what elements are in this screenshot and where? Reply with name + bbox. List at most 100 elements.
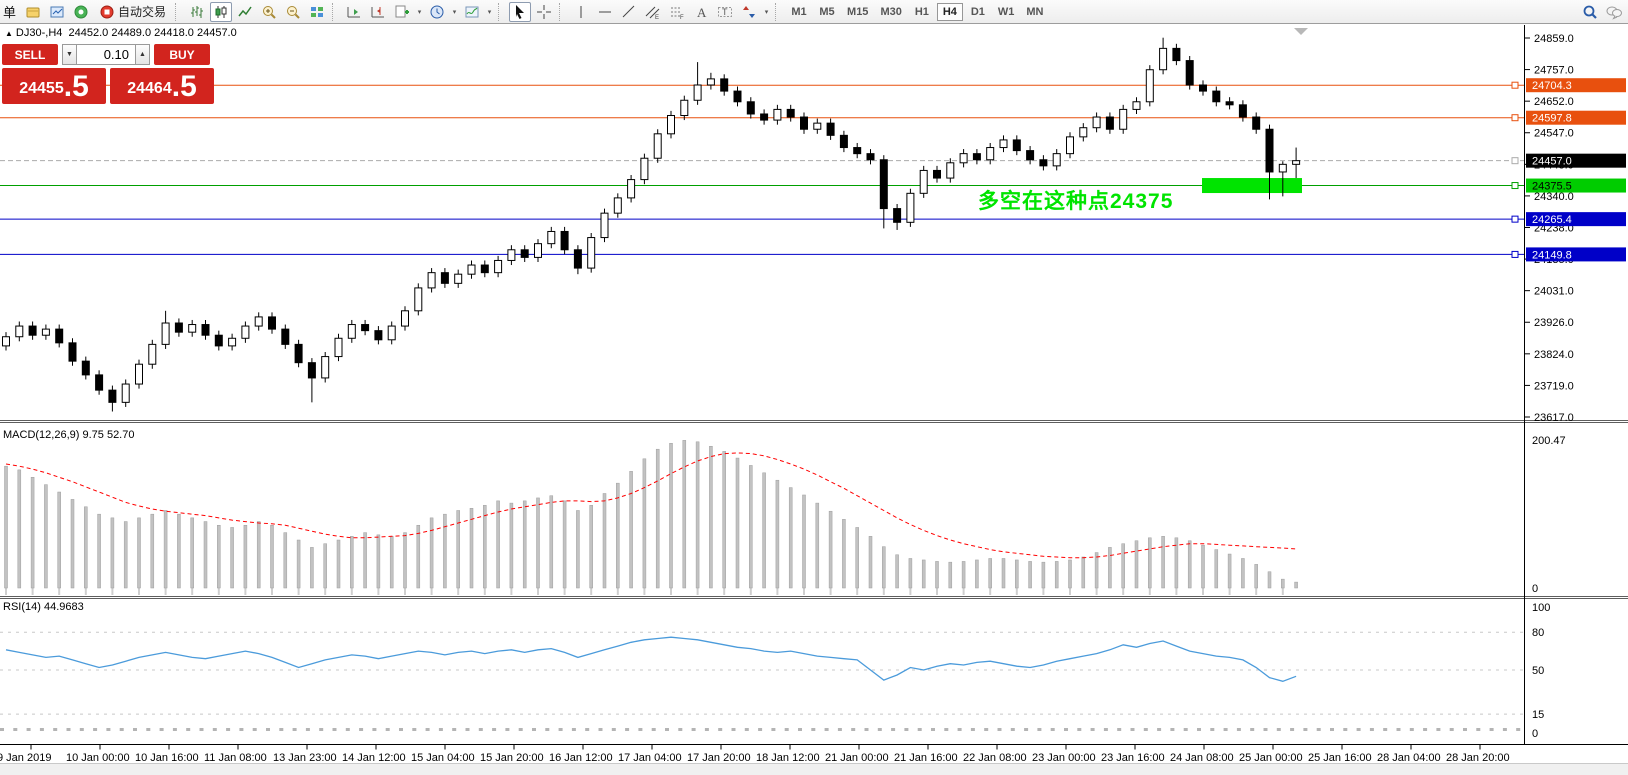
horizontal-line-tool[interactable] <box>594 2 616 22</box>
time-axis-label: 13 Jan 23:00 <box>273 752 337 763</box>
buy-button[interactable]: BUY <box>154 44 210 65</box>
candle-body <box>520 249 529 258</box>
candle-body <box>760 113 769 121</box>
rsi-indicator-label: RSI(14) 44.9683 <box>3 601 84 613</box>
macd-histogram-bar <box>975 559 979 589</box>
timeframe-M30[interactable]: M30 <box>880 5 902 18</box>
sell-button[interactable]: SELL <box>2 44 58 65</box>
search-icon[interactable] <box>1579 2 1601 22</box>
new-chart-icon[interactable] <box>46 2 68 22</box>
macd-histogram-bar <box>230 527 234 589</box>
zoom-in-button[interactable] <box>258 2 280 22</box>
timeframe-M15[interactable]: M15 <box>847 5 869 18</box>
timeframe-H4[interactable]: H4 <box>936 2 963 21</box>
new-order-button[interactable] <box>391 2 413 22</box>
trade-order-icon[interactable] <box>22 2 44 22</box>
new-order-dropdown-caret[interactable]: ▾ <box>417 8 422 16</box>
vertical-line-tool[interactable] <box>570 2 592 22</box>
timeframe-D1[interactable]: D1 <box>970 5 985 18</box>
chart-symbol-period: DJ30-,H4 <box>15 27 63 39</box>
timeframe-MN[interactable]: MN <box>1026 5 1044 18</box>
indicators-button[interactable] <box>461 2 483 22</box>
chat-icon[interactable] <box>1603 2 1625 22</box>
auto-trading-button[interactable]: 自动交易 <box>94 2 171 22</box>
candle-body <box>879 159 888 210</box>
bar-chart-button[interactable] <box>186 2 208 22</box>
macd-histogram-bar <box>536 497 540 589</box>
macd-histogram-bar <box>1214 549 1219 589</box>
price-tick-label: 23824.0 <box>1534 349 1574 361</box>
volume-decrease-button[interactable]: ▼ <box>62 44 77 65</box>
macd-histogram-bar <box>589 505 593 589</box>
price-tag-label: 24265.4 <box>1532 214 1572 226</box>
candle-body <box>800 116 808 130</box>
volume-input[interactable] <box>77 44 135 65</box>
toolbar-separator <box>498 2 505 21</box>
macd-histogram-bar <box>443 513 447 589</box>
candle-body <box>294 343 303 364</box>
text-tool[interactable]: A <box>690 2 712 22</box>
candle-body <box>999 139 1008 149</box>
macd-histogram-bar <box>722 451 726 589</box>
tile-windows-button[interactable] <box>306 2 328 22</box>
macd-histogram-bar <box>1094 552 1099 589</box>
buy-price-panel[interactable]: 24464.5 <box>110 68 214 104</box>
arrows-tool[interactable] <box>738 2 760 22</box>
cursor-button[interactable] <box>509 1 532 22</box>
equidistant-channel-tool[interactable]: E <box>642 2 664 22</box>
line-handle-marker <box>1511 157 1519 165</box>
indicators-dropdown-caret[interactable]: ▾ <box>487 8 492 16</box>
trendline-tool[interactable] <box>618 2 640 22</box>
macd-histogram-bar <box>1281 578 1285 589</box>
candle-body <box>467 264 476 275</box>
macd-histogram-bar <box>243 524 248 589</box>
macd-histogram-bar <box>1028 561 1032 589</box>
chart-shift-button[interactable] <box>367 2 389 22</box>
macd-histogram-bar <box>735 457 740 589</box>
candle-body <box>933 169 941 179</box>
macd-histogram-bar <box>363 532 367 589</box>
macd-histogram-bar <box>190 517 194 589</box>
candle-body <box>214 334 223 347</box>
time-axis-label: 22 Jan 08:00 <box>963 752 1027 763</box>
candle-body <box>786 108 795 118</box>
price-tag-label: 24597.8 <box>1532 113 1572 125</box>
line-handle-marker <box>1511 81 1519 89</box>
price-tag <box>1526 212 1626 227</box>
macd-histogram-bar <box>1187 540 1192 589</box>
timeframe-H1[interactable]: H1 <box>914 5 929 18</box>
macd-histogram-bar <box>283 532 288 589</box>
candle-body <box>188 324 197 333</box>
auto-scroll-button[interactable] <box>343 2 365 22</box>
timeframe-W1[interactable]: W1 <box>997 5 1015 18</box>
crosshair-button[interactable] <box>533 2 555 22</box>
candle-body <box>440 272 449 284</box>
timeframe-M1[interactable]: M1 <box>791 5 807 18</box>
collapse-icon[interactable]: ▲ <box>5 29 13 38</box>
ask-price: 24464 <box>127 80 172 97</box>
candle-body <box>174 322 183 333</box>
mql5-community-icon[interactable] <box>70 2 92 22</box>
text-label-tool[interactable]: T <box>714 2 736 22</box>
macd-histogram-bar <box>868 536 873 589</box>
sell-price-panel[interactable]: 24455.5 <box>2 68 106 104</box>
periods-dropdown-caret[interactable]: ▾ <box>452 8 457 16</box>
svg-text:E: E <box>655 15 659 20</box>
zoom-out-button[interactable] <box>282 2 304 22</box>
candle-body <box>1092 116 1101 129</box>
periods-button[interactable] <box>426 2 448 22</box>
time-axis-label: 24 Jan 08:00 <box>1170 752 1234 763</box>
time-axis-label: 28 Jan 20:00 <box>1446 752 1510 763</box>
timeframe-M5[interactable]: M5 <box>819 5 835 18</box>
fibonacci-tool[interactable]: F <box>666 2 688 22</box>
candle-body <box>254 316 263 327</box>
arrows-dropdown-caret[interactable]: ▾ <box>764 8 769 16</box>
volume-increase-button[interactable]: ▲ <box>135 44 150 65</box>
svg-text:F: F <box>680 15 684 20</box>
candle-body <box>1278 163 1287 173</box>
macd-histogram-bar <box>988 558 992 589</box>
macd-histogram-bar <box>1121 543 1125 589</box>
candlestick-chart-button[interactable] <box>210 1 233 22</box>
line-chart-button[interactable] <box>234 2 256 22</box>
rsi-scale-label: 0 <box>1532 728 1538 740</box>
